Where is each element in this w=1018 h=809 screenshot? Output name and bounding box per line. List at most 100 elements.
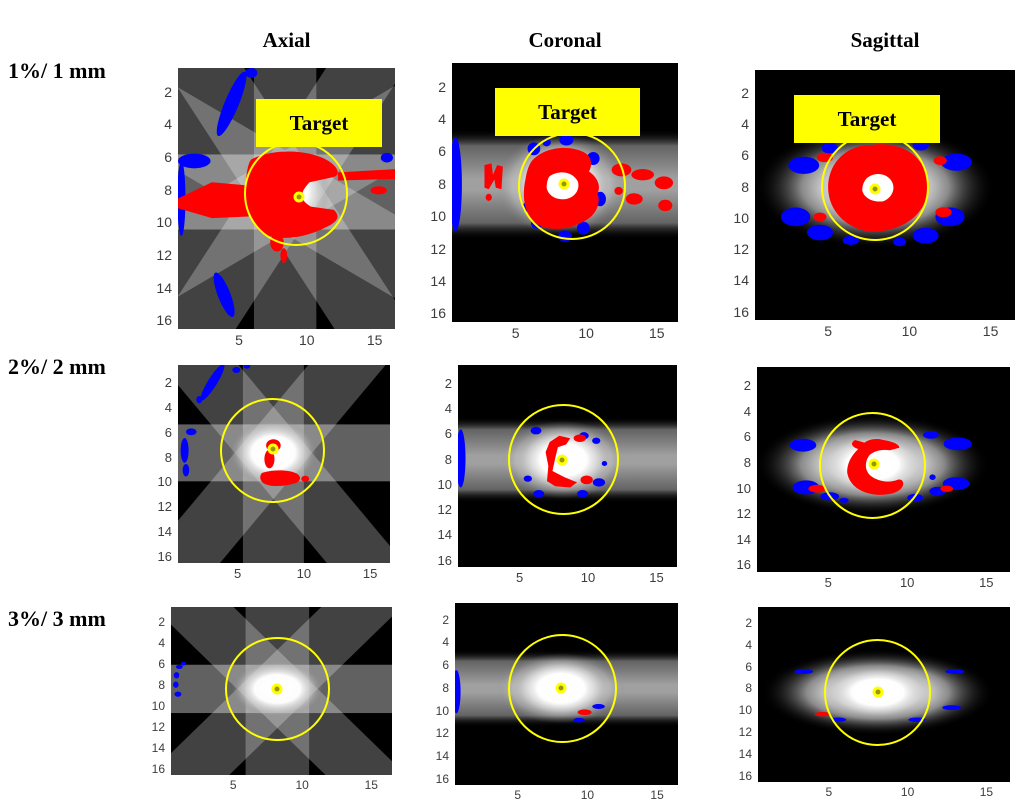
target-label-box: Target <box>495 88 640 136</box>
x-tick-label: 5 <box>514 788 522 802</box>
x-tick-label: 15 <box>366 332 383 348</box>
y-tick-label: 6 <box>741 147 749 164</box>
gamma-fail-hot-region <box>178 151 395 263</box>
gamma-fail-cold-region <box>178 68 393 317</box>
dose-map-coronal <box>455 603 678 785</box>
x-tick-label: 5 <box>825 785 833 799</box>
panel-sagittal-1pct-1mm: Target 2 4 6 8 10 12 14 16 5 10 15 <box>733 70 1015 338</box>
y-tick-label: 8 <box>158 678 165 693</box>
y-tick-label: 6 <box>743 429 751 445</box>
target-label-box: Target <box>794 95 940 143</box>
y-tick-label: 12 <box>157 499 172 515</box>
gamma-fail-cold-region <box>180 365 251 477</box>
gamma-fail-hot-region <box>484 147 674 229</box>
y-tick-label: 6 <box>438 143 446 160</box>
x-tick-label: 15 <box>979 785 994 799</box>
dose-map-axial <box>171 607 392 775</box>
y-tick-label: 12 <box>736 506 751 522</box>
y-tick-label: 12 <box>738 725 752 740</box>
column-header-coronal: Coronal <box>528 28 602 52</box>
y-tick-label: 2 <box>442 612 449 627</box>
panel-axial-3pct-3mm: 2 4 6 8 10 12 14 16 5 10 15 <box>152 607 392 791</box>
gamma-fail-cold-region <box>458 426 608 498</box>
y-tick-label: 12 <box>733 241 749 257</box>
gamma-fail-hot-region <box>808 438 954 495</box>
target-label-box: Target <box>256 99 382 147</box>
y-tick-label: 6 <box>158 657 165 672</box>
y-tick-label: 4 <box>741 116 749 132</box>
panel-axial-2pct-2mm: 2 4 6 8 10 12 14 16 5 10 15 <box>158 365 390 580</box>
x-tick-label: 15 <box>649 325 665 341</box>
y-tick-label: 16 <box>156 312 172 329</box>
y-tick-label: 6 <box>442 658 449 672</box>
y-tick-label: 16 <box>435 771 449 786</box>
x-tick-label: 5 <box>824 575 832 590</box>
gamma-fail-hot-region <box>814 712 831 717</box>
row-label-1pct-1mm: 1%/ 1 mm <box>8 58 106 83</box>
x-tick-label: 5 <box>235 332 243 348</box>
y-tick-label: 8 <box>745 681 752 696</box>
y-tick-label: 4 <box>743 403 751 419</box>
y-tick-label: 6 <box>164 149 172 165</box>
x-tick-label: 15 <box>649 570 664 585</box>
y-tick-label: 6 <box>164 424 172 440</box>
y-tick-label: 6 <box>444 426 452 442</box>
y-tick-label: 2 <box>743 378 751 394</box>
y-tick-label: 14 <box>157 523 172 539</box>
x-tick-label: 15 <box>982 323 999 339</box>
x-tick-label: 5 <box>233 566 242 581</box>
y-tick-label: 10 <box>736 480 751 496</box>
y-tick-label: 8 <box>743 454 751 470</box>
x-tick-label: 10 <box>899 575 915 590</box>
y-tick-label: 4 <box>158 636 165 651</box>
y-tick-label: 14 <box>738 747 752 762</box>
y-tick-label: 4 <box>438 111 446 127</box>
y-tick-label: 16 <box>733 303 749 320</box>
x-tick-label: 10 <box>578 325 594 341</box>
y-tick-label: 10 <box>430 208 446 225</box>
y-tick-label: 10 <box>156 214 172 231</box>
panel-coronal-3pct-3mm: 2 4 6 8 10 12 14 16 5 10 15 <box>436 603 678 801</box>
y-tick-label: 2 <box>164 83 172 100</box>
x-tick-label: 5 <box>515 570 524 585</box>
x-tick-label: 10 <box>295 778 309 792</box>
y-tick-label: 16 <box>151 762 165 777</box>
x-tick-label: 5 <box>229 778 237 792</box>
y-tick-label: 2 <box>741 84 749 101</box>
y-tick-label: 14 <box>736 531 751 547</box>
y-tick-label: 2 <box>444 375 452 391</box>
x-tick-label: 15 <box>650 788 664 802</box>
gamma-fail-cold-region <box>794 669 965 722</box>
x-tick-label: 15 <box>364 778 378 792</box>
x-tick-label: 10 <box>901 323 918 339</box>
panel-sagittal-3pct-3mm: 2 4 6 8 10 12 14 16 5 10 15 <box>739 607 1010 798</box>
y-tick-label: 8 <box>741 178 749 195</box>
y-tick-label: 16 <box>157 548 172 564</box>
y-tick-label: 14 <box>733 272 749 289</box>
y-tick-label: 8 <box>164 181 172 198</box>
gamma-fail-hot-region <box>577 709 592 716</box>
y-tick-label: 16 <box>736 557 751 573</box>
x-tick-label: 10 <box>580 788 595 802</box>
panel-coronal-2pct-2mm: 2 4 6 8 10 12 14 16 5 10 15 <box>438 365 677 584</box>
y-tick-label: 12 <box>430 240 446 257</box>
y-tick-label: 10 <box>738 703 752 718</box>
row-label-3pct-3mm: 3%/ 3 mm <box>8 606 106 631</box>
x-tick-label: 5 <box>824 323 832 339</box>
y-tick-label: 14 <box>151 741 165 756</box>
gamma-fail-hot-region <box>545 434 593 488</box>
y-tick-label: 4 <box>745 637 752 652</box>
y-tick-label: 2 <box>438 78 446 95</box>
y-tick-label: 2 <box>164 375 172 391</box>
y-tick-label: 10 <box>435 703 449 718</box>
y-tick-label: 14 <box>435 749 449 763</box>
dose-map-coronal <box>458 365 677 567</box>
y-tick-label: 10 <box>437 476 452 492</box>
y-tick-label: 12 <box>435 726 449 741</box>
y-tick-label: 4 <box>442 635 449 650</box>
y-tick-label: 4 <box>164 116 172 133</box>
x-tick-label: 15 <box>979 575 994 590</box>
y-tick-label: 16 <box>738 768 752 783</box>
y-tick-label: 2 <box>745 615 752 630</box>
dose-map-axial <box>178 365 390 563</box>
